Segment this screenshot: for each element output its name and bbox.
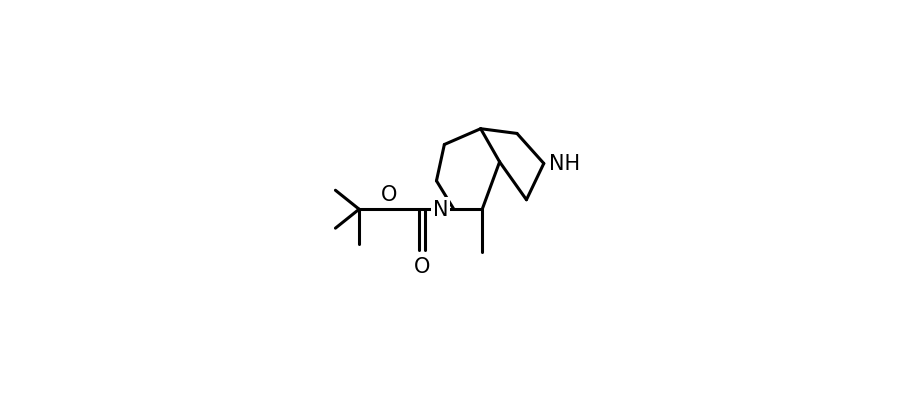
Text: N: N [433,200,448,220]
Text: O: O [414,256,430,276]
Text: NH: NH [548,154,579,174]
Text: O: O [380,184,396,204]
